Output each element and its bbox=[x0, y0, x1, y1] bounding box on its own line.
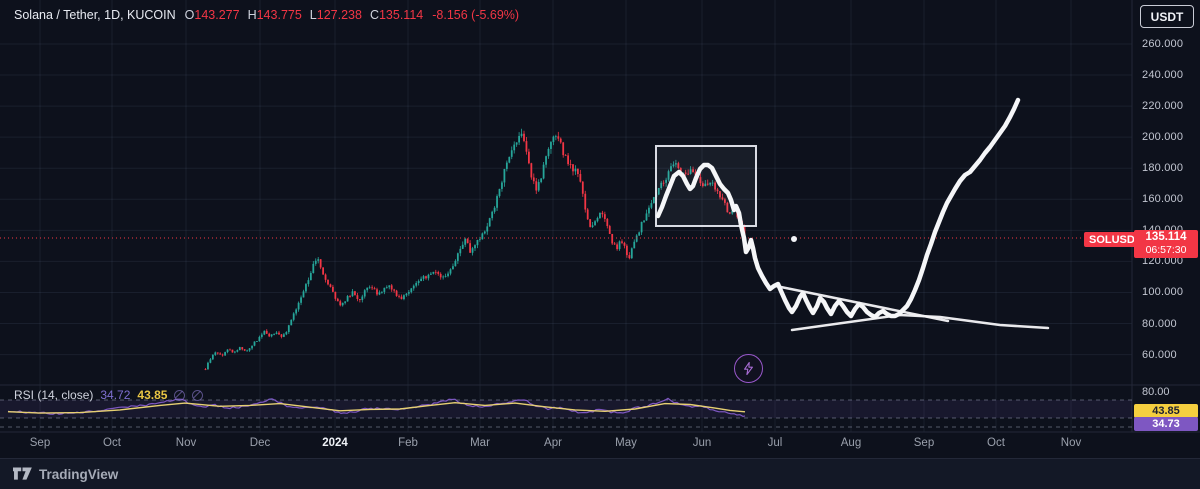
symbol-price-label: SOLUSDT bbox=[1084, 232, 1147, 247]
time-tick-label: Feb bbox=[398, 437, 418, 449]
rsi-indicator-legend[interactable]: RSI (14, close) 34.72 43.85 bbox=[14, 388, 204, 402]
rsi-value-tag: 34.73 bbox=[1134, 417, 1198, 431]
tradingview-brand[interactable]: TradingView bbox=[13, 467, 118, 482]
candlestick-series bbox=[204, 128, 746, 371]
open-value: 143.277 bbox=[194, 8, 240, 22]
time-tick-label: Apr bbox=[544, 437, 562, 449]
flash-reaction-button[interactable] bbox=[734, 354, 763, 383]
change-value: -8.156 (-5.69%) bbox=[432, 8, 520, 22]
rsi-current-value: 34.72 bbox=[100, 388, 131, 402]
price-tick-label: 240.000 bbox=[1142, 69, 1184, 82]
ohlc-values: O143.277 H143.775 L127.238 C135.114 bbox=[184, 8, 424, 22]
rsi-ma-tag: 43.85 bbox=[1134, 404, 1198, 418]
time-tick-label: 2024 bbox=[322, 437, 348, 449]
time-tick-label: Oct bbox=[103, 437, 121, 449]
close-value: 135.114 bbox=[378, 8, 424, 22]
dot-drawing[interactable] bbox=[791, 236, 797, 242]
price-tick-label: 100.000 bbox=[1142, 286, 1184, 299]
price-tick-label: 60.000 bbox=[1142, 348, 1177, 361]
time-tick-label: Mar bbox=[470, 437, 490, 449]
symbol-title[interactable]: Solana / Tether, 1D, KUCOIN bbox=[14, 8, 176, 22]
last-price-value: 135.114 bbox=[1145, 231, 1187, 243]
indicator-marker-icon bbox=[174, 389, 186, 401]
bar-countdown: 06:57:30 bbox=[1145, 244, 1187, 256]
time-axis[interactable]: Sep Oct Nov Dec 2024 Feb Mar Apr May Jun Jul Aug Sep… bbox=[0, 432, 1132, 458]
time-tick-label: Oct bbox=[987, 437, 1005, 449]
support-line-drawing[interactable] bbox=[790, 313, 1050, 332]
time-tick-label: May bbox=[615, 437, 637, 449]
indicator-marker-icon bbox=[192, 389, 204, 401]
price-tick-label: 220.000 bbox=[1142, 100, 1184, 113]
tradingview-brand-text: TradingView bbox=[39, 466, 119, 482]
price-tick-label: 200.000 bbox=[1142, 131, 1184, 144]
time-tick-label: Aug bbox=[840, 437, 862, 449]
tradingview-logo-icon bbox=[13, 467, 32, 480]
last-price-label: 135.114 06:57:30 bbox=[1134, 230, 1198, 258]
footer-bar: TradingView bbox=[0, 458, 1200, 489]
rsi-title[interactable]: RSI (14, close) bbox=[14, 388, 94, 402]
lightning-icon bbox=[744, 362, 753, 375]
rsi-ma-line bbox=[7, 401, 746, 414]
rsi-line bbox=[7, 397, 746, 418]
projection-path-drawing[interactable] bbox=[655, 97, 1021, 320]
rsi-pane bbox=[0, 397, 1132, 428]
low-value: 127.238 bbox=[316, 8, 362, 22]
price-tick-label: 160.000 bbox=[1142, 193, 1184, 206]
chart-canvas[interactable] bbox=[0, 0, 1200, 458]
time-tick-label: Jun bbox=[692, 437, 712, 449]
symbol-legend[interactable]: Solana / Tether, 1D, KUCOIN O143.277 H14… bbox=[14, 8, 519, 22]
time-tick-label: Sep bbox=[913, 437, 935, 449]
user-drawings[interactable] bbox=[655, 97, 1050, 332]
grid-lines bbox=[0, 0, 1132, 432]
rsi-ma-value: 43.85 bbox=[137, 388, 168, 402]
time-tick-label: Nov bbox=[175, 437, 197, 449]
price-tick-label: 120.000 bbox=[1142, 255, 1184, 268]
time-tick-label: Jul bbox=[767, 437, 783, 449]
pane-borders bbox=[0, 0, 1200, 433]
price-tick-label: 260.000 bbox=[1142, 38, 1184, 50]
currency-toggle-button[interactable]: USDT bbox=[1140, 5, 1194, 28]
time-tick-label: Dec bbox=[249, 437, 271, 449]
price-tick-label: 80.000 bbox=[1142, 317, 1177, 330]
rsi-scale-top-label: 80.00 bbox=[1142, 386, 1170, 398]
high-value: 143.775 bbox=[256, 8, 302, 22]
time-tick-label: Nov bbox=[1060, 437, 1082, 449]
time-tick-label: Sep bbox=[29, 437, 51, 449]
price-tick-label: 180.000 bbox=[1142, 162, 1184, 175]
